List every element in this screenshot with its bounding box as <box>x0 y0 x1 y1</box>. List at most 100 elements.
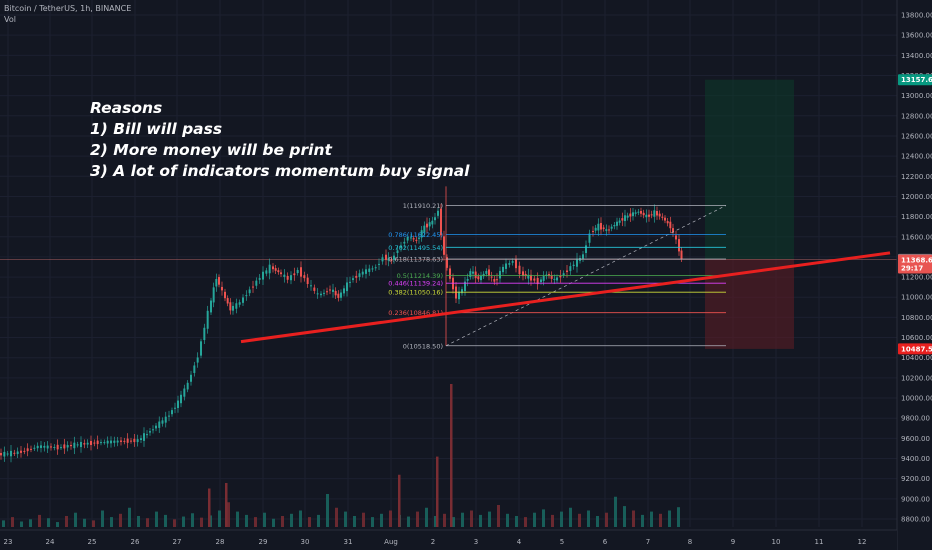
candle-body <box>258 278 261 280</box>
price-axis-label: 8800.00 <box>901 516 930 524</box>
candle-body <box>449 268 451 279</box>
volume-bar <box>173 519 176 527</box>
candle-body <box>6 453 9 455</box>
volume-legend[interactable]: Vol <box>4 15 16 24</box>
candle-body <box>303 275 306 279</box>
candle-body <box>168 415 170 417</box>
price-badge[interactable] <box>898 262 932 274</box>
candle-body <box>536 277 539 285</box>
candle-body <box>26 448 29 452</box>
candle-body <box>177 400 179 408</box>
price-badge-label: 29:17 <box>901 265 923 273</box>
volume-bar <box>569 507 572 527</box>
volume-bar <box>542 509 545 527</box>
price-axis-label: 11600.00 <box>901 233 932 241</box>
candle-body <box>3 451 6 457</box>
candle-body <box>190 374 192 382</box>
time-axis-label: 7 <box>646 538 650 546</box>
candle-body <box>76 444 79 446</box>
candle-body <box>274 268 277 271</box>
candle-body <box>283 274 286 277</box>
candle-body <box>616 221 618 226</box>
candle-body <box>152 429 154 431</box>
candle-body <box>133 438 136 443</box>
annotation-line-2: 2) More money will be print <box>90 141 332 159</box>
price-axis-label: 9800.00 <box>901 415 930 423</box>
candle-body <box>123 440 126 442</box>
candle-body <box>374 267 377 269</box>
volume-bar <box>668 510 671 527</box>
candle-body <box>678 239 680 252</box>
time-axis[interactable] <box>0 530 897 550</box>
price-badge[interactable] <box>898 74 932 86</box>
candle-body <box>316 293 319 295</box>
candle-body <box>428 222 431 227</box>
volume-bar <box>308 517 311 527</box>
candle-body <box>50 446 52 448</box>
candle-body <box>300 267 302 277</box>
volume-bar <box>335 507 338 527</box>
position-target-zone[interactable] <box>705 79 794 260</box>
candle-body <box>66 445 69 448</box>
candle-body <box>508 263 511 265</box>
time-axis-label: 8 <box>688 538 692 546</box>
volume-bar <box>470 510 473 527</box>
volume-bar <box>200 517 203 527</box>
support-trendline[interactable] <box>240 251 891 344</box>
volume-bar <box>110 517 113 527</box>
candle-body <box>403 241 406 244</box>
volume-bar <box>281 516 284 527</box>
volume-bar <box>632 510 635 527</box>
volume-bar <box>434 516 437 527</box>
volume-bar <box>245 514 248 527</box>
candle-body <box>661 216 664 218</box>
candle-body <box>90 441 92 445</box>
candle-body <box>585 245 587 253</box>
price-axis[interactable] <box>897 0 932 550</box>
candle-body <box>158 421 161 428</box>
candle-body <box>113 440 116 443</box>
candle-body <box>496 279 498 281</box>
candle-body <box>340 292 342 298</box>
candle-body <box>100 442 102 444</box>
candle-body <box>412 238 415 240</box>
volume-bar <box>497 505 500 527</box>
candle-body <box>106 440 109 444</box>
volume-bar <box>65 516 68 527</box>
volume-bar <box>389 510 392 527</box>
candle-body <box>511 261 514 263</box>
candle-body <box>226 298 229 304</box>
candle-body <box>602 227 605 229</box>
candle-body <box>252 286 254 288</box>
candle-body <box>474 271 477 279</box>
candle-body <box>493 278 496 282</box>
reasons-annotation[interactable]: Reasons 1) Bill will pass 2) More money … <box>90 98 470 182</box>
candle-body <box>40 445 42 448</box>
candle-body <box>482 273 485 277</box>
candle-body <box>415 239 418 241</box>
volume-bar <box>47 518 50 527</box>
volume-bar <box>137 516 140 527</box>
position-stop-zone[interactable] <box>705 259 794 349</box>
candle-body <box>477 276 480 280</box>
candle-body <box>358 273 361 277</box>
price-axis-label: 10800.00 <box>901 314 932 322</box>
candle-body <box>221 286 223 291</box>
volume-bar <box>290 513 293 527</box>
volume-bar <box>317 514 320 527</box>
volume-bar <box>218 510 221 527</box>
volume-bar <box>225 483 228 527</box>
price-axis-label: 9400.00 <box>901 455 930 463</box>
price-axis-label: 12000.00 <box>901 193 932 201</box>
price-badge[interactable] <box>898 343 932 355</box>
candle-body <box>653 210 656 217</box>
volume-bar <box>452 517 455 527</box>
time-axis-label: 6 <box>603 538 608 546</box>
candle-body <box>533 278 536 281</box>
symbol-title[interactable]: Bitcoin / TetherUS, 1h, BINANCE <box>4 4 132 13</box>
candle-body <box>464 281 466 292</box>
candle-body <box>488 269 490 276</box>
candle-body <box>155 425 157 429</box>
price-axis-label: 13000.00 <box>901 92 932 100</box>
